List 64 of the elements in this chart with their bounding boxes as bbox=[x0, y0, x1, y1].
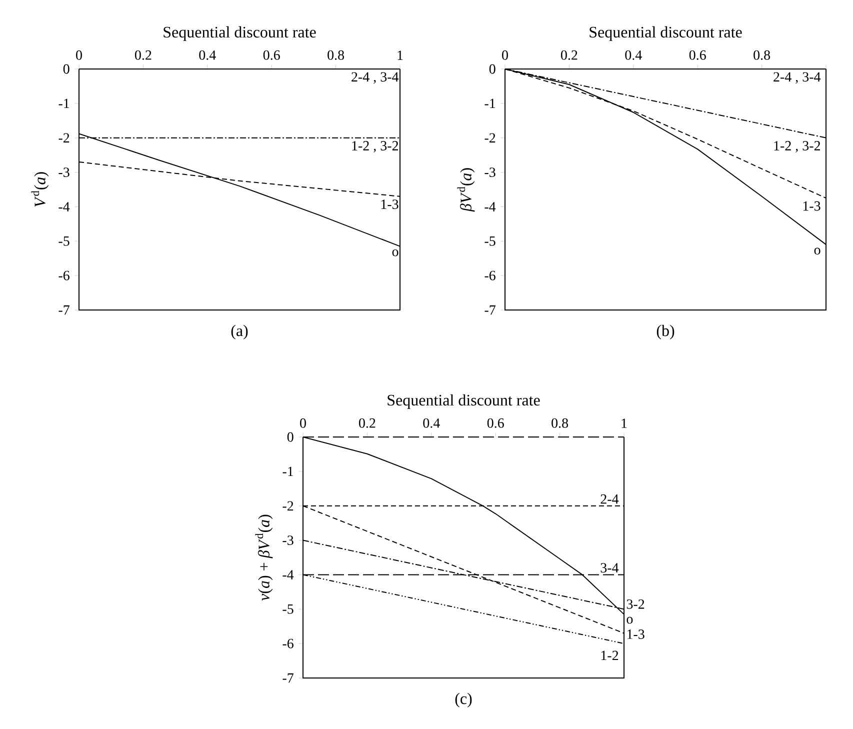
x-tick-label: 0.2 bbox=[134, 50, 152, 60]
series-label: 2-4 bbox=[600, 494, 619, 504]
y-tick-label: -3 bbox=[58, 168, 70, 177]
y-tick-label: -7 bbox=[58, 305, 70, 315]
text: v(a) + βV$^{d}$(a) bbox=[255, 514, 273, 601]
x-tick-label: 0.4 bbox=[423, 418, 440, 428]
x-tick-label: 0.8 bbox=[328, 50, 344, 60]
y-tick-label: -4 bbox=[58, 202, 70, 212]
y-tick-label: -4 bbox=[484, 202, 496, 212]
series-label: 1-3 bbox=[627, 630, 644, 639]
x-tick-label: 1 bbox=[398, 50, 403, 60]
series-label: o bbox=[392, 250, 398, 256]
y-axis-title: V$^{d}$(a) bbox=[31, 172, 49, 207]
y-tick-label: -3 bbox=[484, 168, 496, 177]
series-label: o bbox=[814, 248, 820, 255]
text: (a) bbox=[231, 324, 248, 340]
y-tick-label: -2 bbox=[484, 133, 496, 142]
series-label: 2-4 , 3-4 bbox=[352, 72, 399, 84]
series-label: 1-3 bbox=[381, 200, 398, 209]
x-tick-label: 0.2 bbox=[560, 50, 578, 60]
series-label: o bbox=[626, 616, 633, 624]
x-axis-title: Sequential discount rate bbox=[590, 26, 742, 41]
x-tick-label: 0.8 bbox=[552, 418, 568, 428]
y-tick-label: -6 bbox=[282, 638, 294, 648]
x-tick-label: 0.6 bbox=[263, 50, 280, 60]
series-label: 3-4 bbox=[600, 563, 619, 573]
y-tick-label: -2 bbox=[282, 501, 294, 510]
x-axis-title: Sequential discount rate bbox=[388, 394, 540, 409]
y-tick-label: -7 bbox=[484, 305, 496, 315]
x-axis-title: Sequential discount rate bbox=[164, 26, 316, 41]
y-tick-label: 0 bbox=[489, 64, 496, 74]
y-tick-label: -6 bbox=[484, 270, 496, 280]
y-tick-label: -5 bbox=[282, 604, 294, 614]
y-tick-label: -1 bbox=[484, 98, 496, 108]
x-tick-label: 0 bbox=[502, 50, 508, 60]
y-tick-label: -1 bbox=[282, 466, 294, 476]
text: (c) bbox=[455, 692, 472, 708]
x-tick-label: 0.6 bbox=[487, 418, 504, 428]
x-tick-label: 0.2 bbox=[358, 418, 376, 428]
y-tick-label: -3 bbox=[282, 536, 294, 545]
x-tick-label: 0.4 bbox=[199, 50, 216, 60]
y-tick-label: -4 bbox=[282, 570, 294, 580]
y-tick-label: -1 bbox=[58, 98, 70, 108]
x-tick-label: 0 bbox=[300, 418, 306, 428]
series-label: 1-3 bbox=[803, 201, 820, 211]
y-tick-label: -5 bbox=[484, 236, 496, 246]
series-label: 2-4 , 3-4 bbox=[774, 72, 821, 84]
series-label: 1-2 , 3-2 bbox=[352, 141, 398, 152]
x-tick-label: 0.6 bbox=[689, 50, 706, 60]
x-tick-label: 1 bbox=[622, 418, 627, 428]
series-label: 1-2 bbox=[601, 650, 618, 660]
text: (b) bbox=[656, 324, 674, 340]
y-tick-label: -5 bbox=[58, 236, 70, 246]
x-tick-label: 0 bbox=[76, 50, 82, 60]
y-tick-label: -6 bbox=[58, 270, 70, 280]
y-tick-label: 0 bbox=[287, 432, 294, 442]
y-tick-label: -2 bbox=[58, 133, 70, 142]
y-tick-label: -7 bbox=[282, 673, 294, 683]
series-label: 1-2 , 3-2 bbox=[774, 141, 820, 152]
series-label: 3-2 bbox=[626, 599, 644, 609]
x-tick-label: 0.4 bbox=[625, 50, 642, 60]
y-tick-label: 0 bbox=[63, 64, 70, 74]
y-axis-title: βV$^{d}$(a) bbox=[457, 168, 475, 212]
x-tick-label: 0.8 bbox=[754, 50, 770, 60]
